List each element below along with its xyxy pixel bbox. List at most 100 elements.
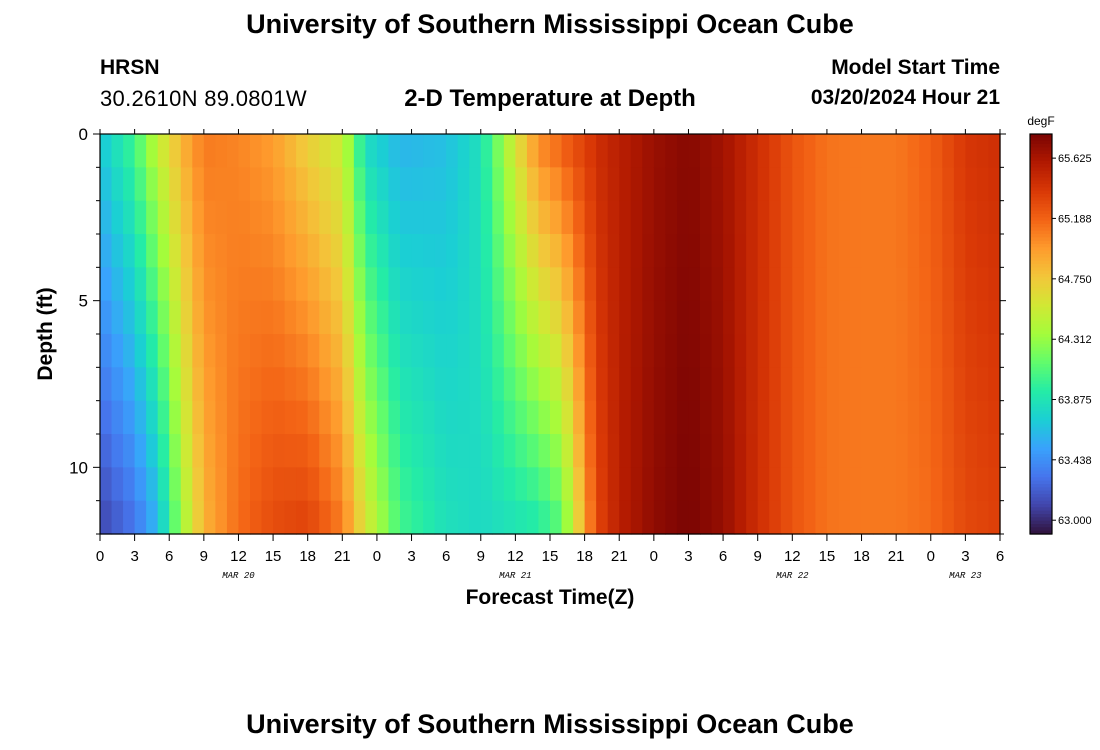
- heatmap-cell: [480, 334, 493, 368]
- heatmap-cell: [792, 134, 805, 168]
- colorbar-segment: [1030, 380, 1052, 385]
- heatmap-cell: [342, 167, 355, 202]
- heatmap-cell: [965, 367, 978, 402]
- heatmap-cell: [284, 134, 297, 168]
- heatmap-cell: [700, 467, 713, 502]
- heatmap-cell: [734, 467, 747, 502]
- heatmap-cell: [884, 500, 897, 535]
- heatmap-cell: [226, 367, 240, 402]
- heatmap-cell: [376, 500, 390, 535]
- heatmap-cell: [584, 167, 597, 202]
- heatmap-cell: [100, 167, 113, 202]
- heatmap-cell: [630, 467, 643, 502]
- heatmap-cell: [203, 334, 216, 368]
- colorbar-segment: [1030, 240, 1052, 245]
- heatmap-cell: [573, 334, 586, 368]
- heatmap-cell: [826, 467, 840, 502]
- heatmap-cell: [400, 267, 413, 302]
- heatmap-cell: [688, 134, 701, 168]
- heatmap-cell: [480, 400, 493, 435]
- heatmap-cell: [700, 500, 713, 535]
- colorbar-segment: [1030, 410, 1052, 415]
- heatmap-cell: [376, 200, 390, 235]
- heatmap-cell: [907, 200, 920, 235]
- heatmap-cell: [826, 434, 840, 468]
- heatmap-cell: [226, 334, 240, 368]
- heatmap-cell: [873, 400, 886, 435]
- heatmap-cell: [388, 367, 401, 402]
- heatmap-cell: [838, 334, 851, 368]
- colorbar-segment: [1030, 354, 1052, 358]
- heatmap-cell: [261, 367, 274, 402]
- heatmap-cell: [619, 367, 632, 402]
- heatmap-cell: [988, 467, 1001, 502]
- heatmap-cell: [123, 167, 136, 202]
- heatmap-cell: [723, 234, 736, 268]
- colorbar-segment: [1030, 527, 1052, 532]
- chart-title: University of Southern Mississippi Ocean…: [246, 9, 854, 39]
- heatmap-cell: [988, 134, 1001, 168]
- heatmap-cell: [526, 400, 540, 435]
- heatmap-cell: [988, 267, 1001, 302]
- heatmap-cell: [273, 267, 286, 302]
- heatmap-cell: [157, 300, 170, 335]
- heatmap-cell: [596, 467, 609, 502]
- heatmap-cell: [492, 134, 505, 168]
- heatmap-cell: [111, 200, 124, 235]
- heatmap-cell: [757, 300, 770, 335]
- heatmap-cell: [515, 134, 528, 168]
- heatmap-cell: [596, 167, 609, 202]
- heatmap-cell: [734, 500, 747, 535]
- heatmap-cell: [319, 367, 332, 402]
- heatmap-cell: [423, 500, 436, 535]
- x-tick-label: 21: [611, 548, 628, 565]
- heatmap-cell: [400, 334, 413, 368]
- heatmap-cell: [342, 134, 355, 168]
- heatmap-cell: [907, 334, 920, 368]
- heatmap-cell: [203, 367, 216, 402]
- colorbar-segment: [1030, 140, 1052, 145]
- heatmap-cell: [700, 200, 713, 235]
- heatmap-cell: [388, 500, 401, 535]
- heatmap-cell: [400, 234, 413, 268]
- heatmap-cell: [757, 367, 770, 402]
- heatmap-cell: [896, 367, 909, 402]
- heatmap-cell: [342, 300, 355, 335]
- heatmap-cell: [884, 267, 897, 302]
- heatmap-cell: [907, 267, 920, 302]
- heatmap-cell: [642, 434, 655, 468]
- heatmap-cell: [734, 300, 747, 335]
- heatmap-cell: [919, 134, 932, 168]
- heatmap-cell: [619, 167, 632, 202]
- heatmap-cell: [261, 500, 274, 535]
- heatmap-cell: [942, 334, 955, 368]
- heatmap-cell: [342, 334, 355, 368]
- heatmap-cell: [896, 167, 909, 202]
- heatmap-cell: [976, 134, 990, 168]
- heatmap-cell: [365, 467, 378, 502]
- colorbar-segment: [1030, 440, 1052, 445]
- heatmap-cell: [723, 500, 736, 535]
- heatmap-cell: [838, 267, 851, 302]
- heatmap-cell: [111, 267, 124, 302]
- heatmap-cell: [284, 367, 297, 402]
- colorbar-segment: [1030, 417, 1052, 422]
- colorbar-segment: [1030, 324, 1052, 328]
- heatmap-cell: [734, 400, 747, 435]
- heatmap-cell: [169, 334, 182, 368]
- heatmap-cell: [307, 334, 320, 368]
- heatmap-cell: [492, 400, 505, 435]
- colorbar-segment: [1030, 150, 1052, 155]
- heatmap-cell: [896, 134, 909, 168]
- colorbar-segment: [1030, 347, 1052, 352]
- heatmap-cell: [642, 134, 655, 168]
- heatmap-cell: [700, 434, 713, 468]
- heatmap-cell: [226, 467, 240, 502]
- heatmap-cell: [192, 267, 205, 302]
- heatmap-cell: [815, 267, 828, 302]
- heatmap-cell: [353, 467, 366, 502]
- heatmap-cell: [353, 167, 366, 202]
- heatmap-cell: [769, 167, 782, 202]
- heatmap-cell: [307, 167, 320, 202]
- colorbar-segment: [1030, 290, 1052, 295]
